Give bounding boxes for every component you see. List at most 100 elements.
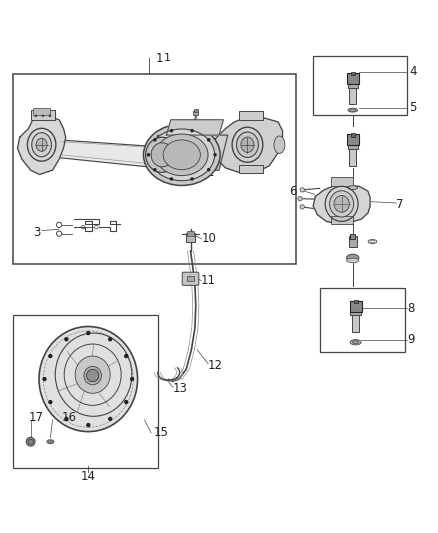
Ellipse shape — [350, 109, 356, 111]
Circle shape — [300, 188, 304, 192]
Polygon shape — [166, 135, 228, 172]
Polygon shape — [166, 120, 223, 135]
Circle shape — [42, 377, 47, 381]
Bar — [350, 311, 361, 316]
Text: 2: 2 — [206, 166, 213, 179]
Ellipse shape — [237, 132, 258, 157]
Ellipse shape — [348, 108, 357, 112]
Circle shape — [48, 354, 53, 358]
Bar — [349, 236, 357, 247]
Circle shape — [49, 115, 51, 117]
Text: 1: 1 — [155, 52, 163, 65]
Ellipse shape — [39, 327, 138, 432]
FancyBboxPatch shape — [182, 272, 199, 285]
Bar — [187, 276, 194, 281]
Text: 8: 8 — [407, 302, 415, 314]
Circle shape — [147, 153, 150, 157]
Ellipse shape — [350, 340, 361, 345]
Ellipse shape — [274, 136, 285, 154]
Ellipse shape — [32, 133, 52, 157]
Circle shape — [190, 177, 194, 181]
Bar — [349, 87, 356, 104]
Text: 15: 15 — [153, 426, 168, 439]
Text: 1: 1 — [164, 53, 171, 63]
Bar — [347, 73, 359, 84]
Circle shape — [86, 331, 91, 335]
Text: 7: 7 — [396, 198, 404, 211]
Bar — [353, 300, 357, 303]
Bar — [194, 109, 198, 112]
Circle shape — [207, 168, 210, 172]
Circle shape — [108, 417, 113, 421]
Bar — [351, 72, 355, 75]
Circle shape — [130, 377, 134, 381]
Ellipse shape — [329, 191, 354, 217]
Bar — [350, 233, 355, 239]
Ellipse shape — [352, 341, 359, 344]
Text: 17: 17 — [28, 411, 43, 424]
Text: 11: 11 — [201, 274, 216, 287]
Ellipse shape — [149, 129, 215, 181]
Circle shape — [64, 337, 69, 342]
Bar — [239, 165, 263, 173]
Circle shape — [28, 439, 33, 445]
Polygon shape — [212, 118, 283, 172]
Circle shape — [124, 354, 128, 358]
Bar — [351, 133, 355, 136]
Text: 12: 12 — [208, 359, 223, 372]
Circle shape — [153, 168, 157, 172]
Circle shape — [153, 138, 157, 142]
Text: 16: 16 — [61, 411, 76, 424]
Ellipse shape — [47, 440, 54, 443]
Circle shape — [26, 437, 35, 446]
Text: 5: 5 — [410, 101, 417, 114]
Ellipse shape — [84, 366, 102, 385]
Ellipse shape — [151, 143, 173, 167]
Ellipse shape — [346, 258, 359, 263]
Bar — [349, 148, 356, 166]
Circle shape — [86, 423, 91, 427]
Bar — [352, 314, 359, 332]
Ellipse shape — [163, 140, 200, 169]
Bar — [347, 134, 359, 146]
Bar — [313, 56, 407, 115]
Ellipse shape — [145, 138, 179, 172]
Ellipse shape — [348, 185, 357, 190]
Text: 6: 6 — [289, 184, 297, 198]
Bar — [348, 144, 358, 149]
Circle shape — [48, 400, 53, 404]
Bar — [193, 111, 198, 115]
Text: 14: 14 — [81, 470, 96, 483]
Circle shape — [207, 138, 210, 142]
Ellipse shape — [155, 134, 208, 175]
Ellipse shape — [346, 254, 359, 261]
Bar — [31, 110, 55, 120]
Polygon shape — [53, 140, 180, 170]
Circle shape — [298, 197, 302, 201]
Ellipse shape — [36, 138, 47, 151]
Text: 9: 9 — [407, 333, 415, 346]
Circle shape — [190, 129, 194, 132]
Bar — [13, 314, 158, 468]
Bar — [239, 111, 263, 120]
Polygon shape — [149, 135, 175, 172]
Ellipse shape — [143, 124, 220, 185]
Circle shape — [64, 417, 69, 421]
Circle shape — [87, 369, 99, 382]
Text: 4: 4 — [410, 65, 417, 78]
Ellipse shape — [334, 196, 350, 212]
Bar — [320, 288, 405, 352]
Circle shape — [300, 205, 304, 209]
Bar — [331, 216, 353, 223]
Bar — [350, 301, 361, 312]
Bar — [33, 108, 50, 115]
Circle shape — [35, 115, 37, 117]
Ellipse shape — [241, 137, 254, 152]
Circle shape — [108, 337, 113, 342]
Ellipse shape — [49, 441, 53, 443]
Text: 3: 3 — [33, 226, 40, 239]
Bar — [331, 177, 353, 187]
Bar — [348, 83, 358, 87]
Bar — [186, 233, 195, 243]
Circle shape — [213, 153, 217, 157]
